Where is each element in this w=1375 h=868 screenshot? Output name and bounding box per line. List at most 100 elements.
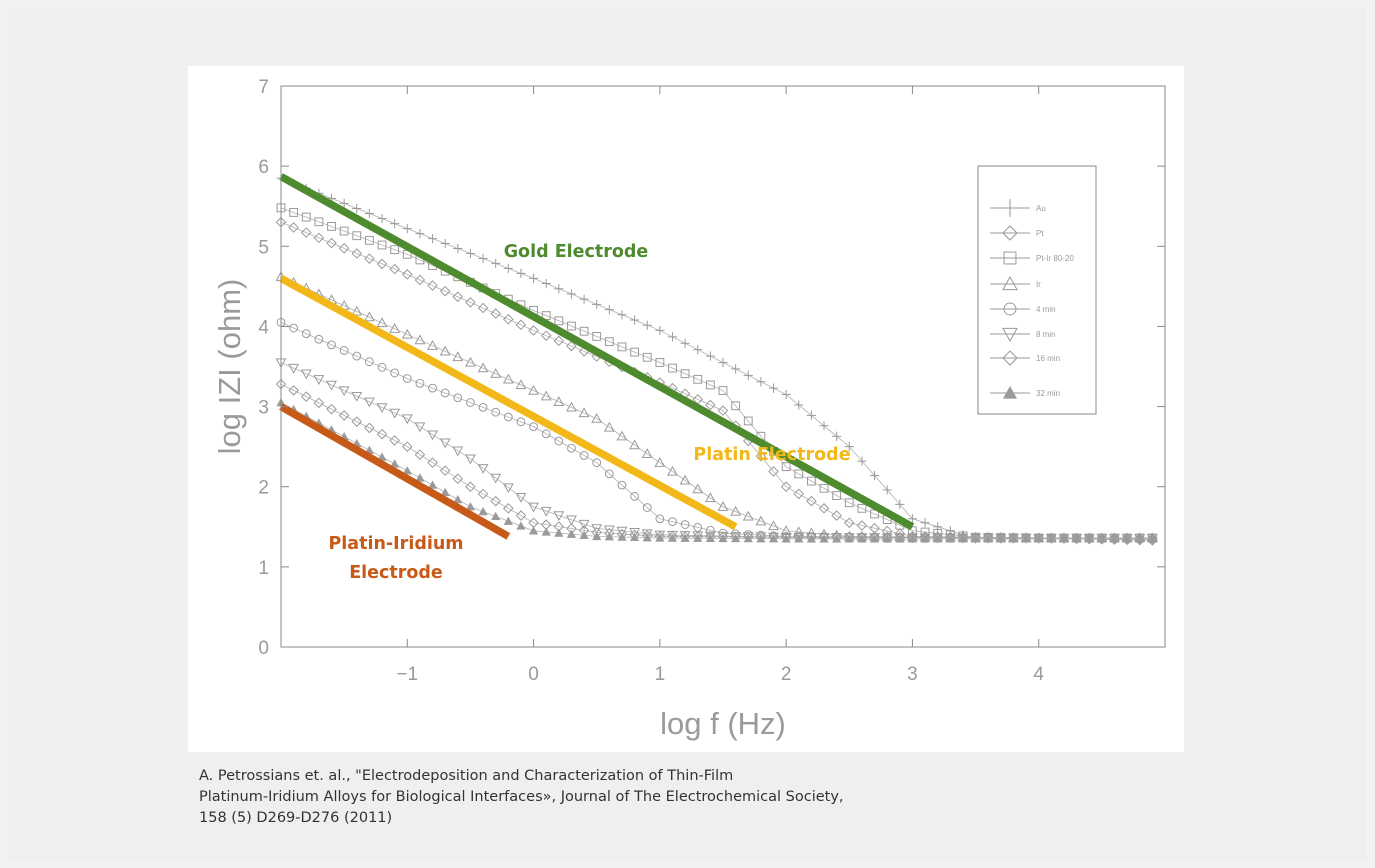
data-point — [503, 503, 514, 514]
legend-item: Pt — [990, 225, 1044, 241]
data-point — [705, 351, 715, 361]
data-point — [742, 510, 754, 521]
data-point — [731, 364, 741, 374]
data-point — [528, 384, 540, 395]
data-point — [819, 534, 829, 543]
data-point — [440, 487, 450, 497]
legend-item: Au — [990, 199, 1046, 217]
data-point — [604, 304, 614, 315]
data-point — [540, 506, 552, 517]
data-point — [401, 328, 413, 339]
data-point — [743, 533, 753, 543]
data-point — [692, 483, 704, 494]
data-point — [1121, 533, 1133, 544]
data-point — [566, 401, 577, 412]
data-point — [831, 533, 843, 543]
data-point — [591, 524, 603, 535]
data-point — [642, 533, 652, 542]
legend-label: Pt-Ir 80-20 — [1036, 254, 1074, 263]
data-point — [553, 396, 565, 406]
data-point — [465, 248, 476, 259]
data-point — [718, 533, 728, 543]
data-point — [516, 417, 526, 427]
data-point — [453, 243, 463, 254]
data-point — [364, 208, 374, 219]
data-point — [882, 485, 892, 495]
data-point — [907, 514, 918, 524]
data-point — [856, 533, 868, 544]
data-point — [1008, 534, 1019, 543]
data-point — [503, 516, 513, 525]
data-point — [919, 533, 931, 544]
data-point — [503, 412, 513, 422]
data-point — [414, 334, 426, 345]
data-point — [781, 534, 791, 543]
data-point — [541, 429, 551, 439]
data-point — [516, 268, 526, 278]
data-point — [819, 483, 829, 493]
data-point — [453, 494, 463, 504]
y-tick-label: 3 — [258, 398, 269, 419]
data-point — [414, 449, 426, 460]
data-point — [604, 469, 614, 479]
data-point — [1135, 534, 1145, 543]
data-point — [630, 532, 640, 542]
data-point — [363, 311, 375, 322]
data-point — [440, 238, 450, 249]
data-point — [641, 448, 653, 459]
y-axis-label: log IZI (ohm) — [212, 279, 247, 455]
axes-group: −1 0 1 2 3 4 0 1 2 3 4 5 6 7 log f (Hz) log IZI (ohm) — [212, 77, 1166, 741]
y-tick-label: 4 — [258, 317, 269, 338]
data-point — [567, 443, 576, 453]
data-point — [680, 520, 690, 529]
y-tick-label: 1 — [258, 558, 269, 579]
data-point — [680, 533, 690, 542]
legend: Au Pt Pt-Ir 80-20 Ir 4 min 8 min 16 min 32 min — [977, 165, 1097, 415]
data-point — [301, 329, 311, 339]
data-point — [667, 465, 678, 476]
data-point — [793, 488, 805, 500]
data-point — [806, 476, 816, 486]
data-point — [352, 203, 362, 214]
data-point — [390, 368, 400, 378]
legend-label: 32 min — [1036, 389, 1060, 398]
data-point — [300, 227, 312, 238]
data-point — [465, 502, 476, 511]
data-point — [794, 469, 804, 479]
data-point — [376, 258, 388, 270]
data-point — [364, 422, 375, 434]
data-point — [439, 345, 451, 356]
data-point — [844, 498, 854, 508]
data-point — [856, 520, 868, 531]
data-point — [680, 338, 690, 348]
data-point — [843, 533, 855, 544]
data-point — [920, 534, 930, 543]
data-point — [502, 373, 514, 384]
data-point — [402, 224, 412, 234]
legend-box — [977, 165, 1097, 415]
data-point — [667, 332, 678, 342]
data-point — [668, 363, 677, 373]
data-point — [756, 377, 766, 387]
data-point — [390, 219, 400, 229]
data-point — [693, 374, 703, 384]
data-point — [1109, 534, 1120, 543]
data-point — [794, 400, 804, 410]
plot-frame — [280, 85, 1166, 648]
impedance-chart: −1 0 1 2 3 4 0 1 2 3 4 5 6 7 log f (Hz) log IZI (ohm) A… — [212, 77, 1166, 741]
data-point — [818, 503, 830, 514]
data-point — [300, 391, 312, 402]
data-point — [655, 325, 665, 336]
data-point — [566, 289, 577, 299]
data-point — [452, 473, 464, 485]
data-point — [338, 242, 350, 254]
data-point — [477, 488, 489, 500]
data-point — [591, 412, 603, 423]
data-point — [768, 466, 779, 477]
data-point — [832, 534, 842, 543]
data-point — [478, 506, 488, 516]
data-point — [667, 533, 678, 542]
data-point — [503, 263, 513, 274]
data-point — [439, 285, 451, 297]
x-tick-label: 4 — [1033, 664, 1044, 685]
